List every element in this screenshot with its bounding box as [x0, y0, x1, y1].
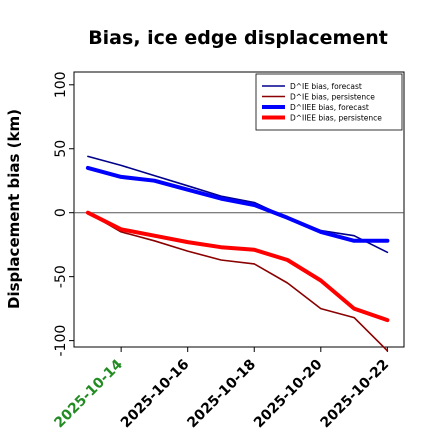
x-tick-label: 2025-10-22	[318, 357, 393, 432]
y-axis-ticks: 100 50 0 -50 -100	[53, 71, 74, 356]
x-tick-label: 2025-10-14	[51, 356, 126, 431]
legend-label-0: D^IE bias, forecast	[290, 82, 362, 91]
x-axis-ticks: 2025-10-142025-10-162025-10-182025-10-20…	[51, 347, 392, 431]
plot-frame	[73, 71, 405, 348]
series-line-2	[85, 165, 390, 243]
y-tick-label: 0	[53, 208, 69, 217]
legend-box	[255, 73, 403, 131]
legend-label-3: D^IIEE bias, persistence	[290, 113, 382, 122]
x-tick-label: 2025-10-16	[118, 357, 193, 432]
series-line-0	[87, 155, 389, 254]
series-line-3	[85, 210, 390, 323]
y-tick-label: -100	[53, 325, 69, 357]
chart-title: Bias, ice edge displacement	[88, 27, 388, 49]
y-tick-label: -50	[53, 265, 69, 288]
x-tick-label: 2025-10-20	[251, 356, 326, 431]
y-tick-label: 50	[53, 140, 69, 158]
legend-label-1: D^IE bias, persistence	[290, 92, 375, 101]
series-lines	[85, 155, 390, 352]
legend-label-2: D^IIEE bias, forecast	[290, 103, 369, 112]
y-axis-label: Displacement bias (km)	[5, 109, 23, 309]
x-tick-label: 2025-10-18	[184, 357, 259, 432]
series-line-1	[87, 211, 389, 352]
y-tick-label: 100	[53, 71, 69, 98]
